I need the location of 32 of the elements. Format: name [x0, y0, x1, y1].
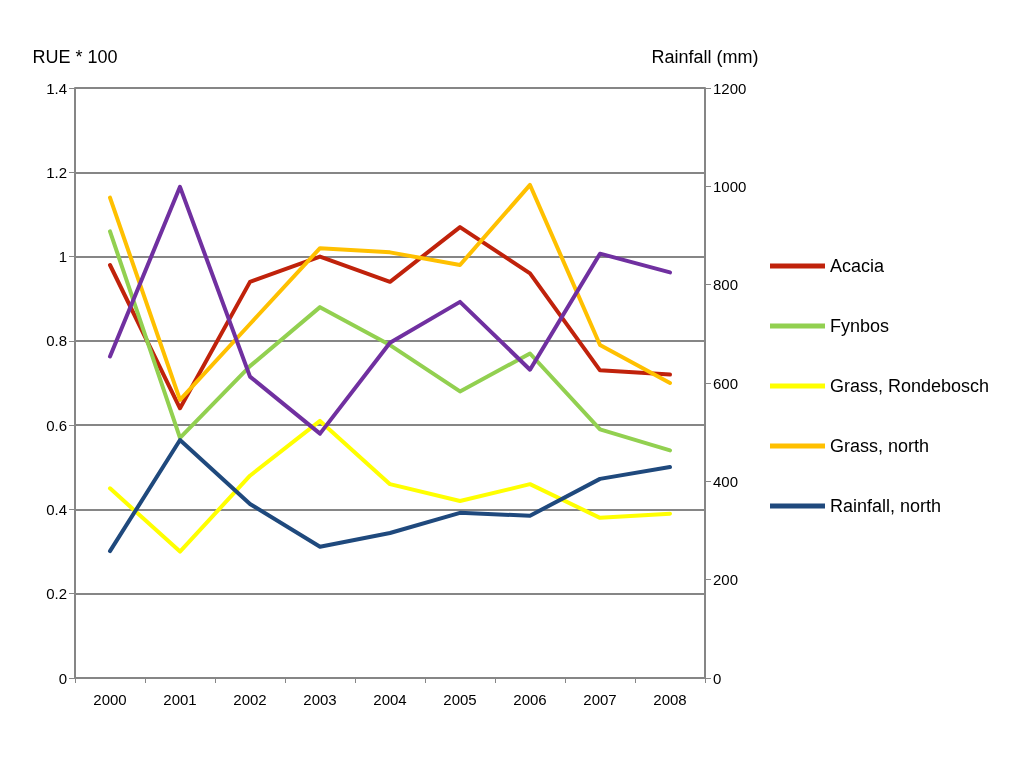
legend-label: Rainfall, north: [830, 496, 942, 516]
y2-tick-label: 800: [713, 276, 739, 294]
x-tick-label: 2004: [373, 691, 407, 708]
x-tick-label: 2007: [583, 691, 617, 708]
x-tick-label: 2003: [303, 691, 337, 708]
x-tick-label: 2002: [233, 691, 267, 708]
y-tick-label: 0: [58, 669, 67, 687]
x-tick-label: 2000: [93, 691, 127, 708]
y-tick-label: 0.4: [46, 500, 67, 518]
y-tick-label: 0.2: [46, 585, 67, 603]
y-tick-label: 0.6: [46, 416, 67, 434]
y2-tick-label: 1000: [713, 177, 747, 195]
legend-label: Grass, north: [830, 436, 930, 456]
x-tick-label: 2008: [653, 691, 687, 708]
y-tick-label: 1: [58, 248, 67, 266]
x-tick-label: 2006: [513, 691, 547, 708]
y2-tick-label: 0: [713, 669, 722, 687]
y2-tick-label: 600: [713, 374, 739, 392]
y-tick-label: 1.2: [46, 163, 67, 181]
y2-tick-label: 200: [713, 571, 739, 589]
y2-tick-label: 400: [713, 472, 739, 490]
x-tick-label: 2001: [163, 691, 197, 708]
x-tick-label: 2005: [443, 691, 477, 708]
legend-label: Acacia: [830, 256, 886, 276]
y2-tick-label: 1200: [713, 79, 747, 97]
legend-label: Fynbos: [830, 316, 890, 336]
y-tick-label: 1.4: [46, 79, 67, 97]
y2-axis-title: Rainfall (mm): [651, 47, 759, 67]
legend-label: Grass, Rondebosch: [830, 376, 990, 396]
y-axis-title: RUE * 100: [32, 47, 118, 67]
y-tick-label: 0.8: [46, 332, 67, 350]
line-series: [108, 229, 672, 453]
